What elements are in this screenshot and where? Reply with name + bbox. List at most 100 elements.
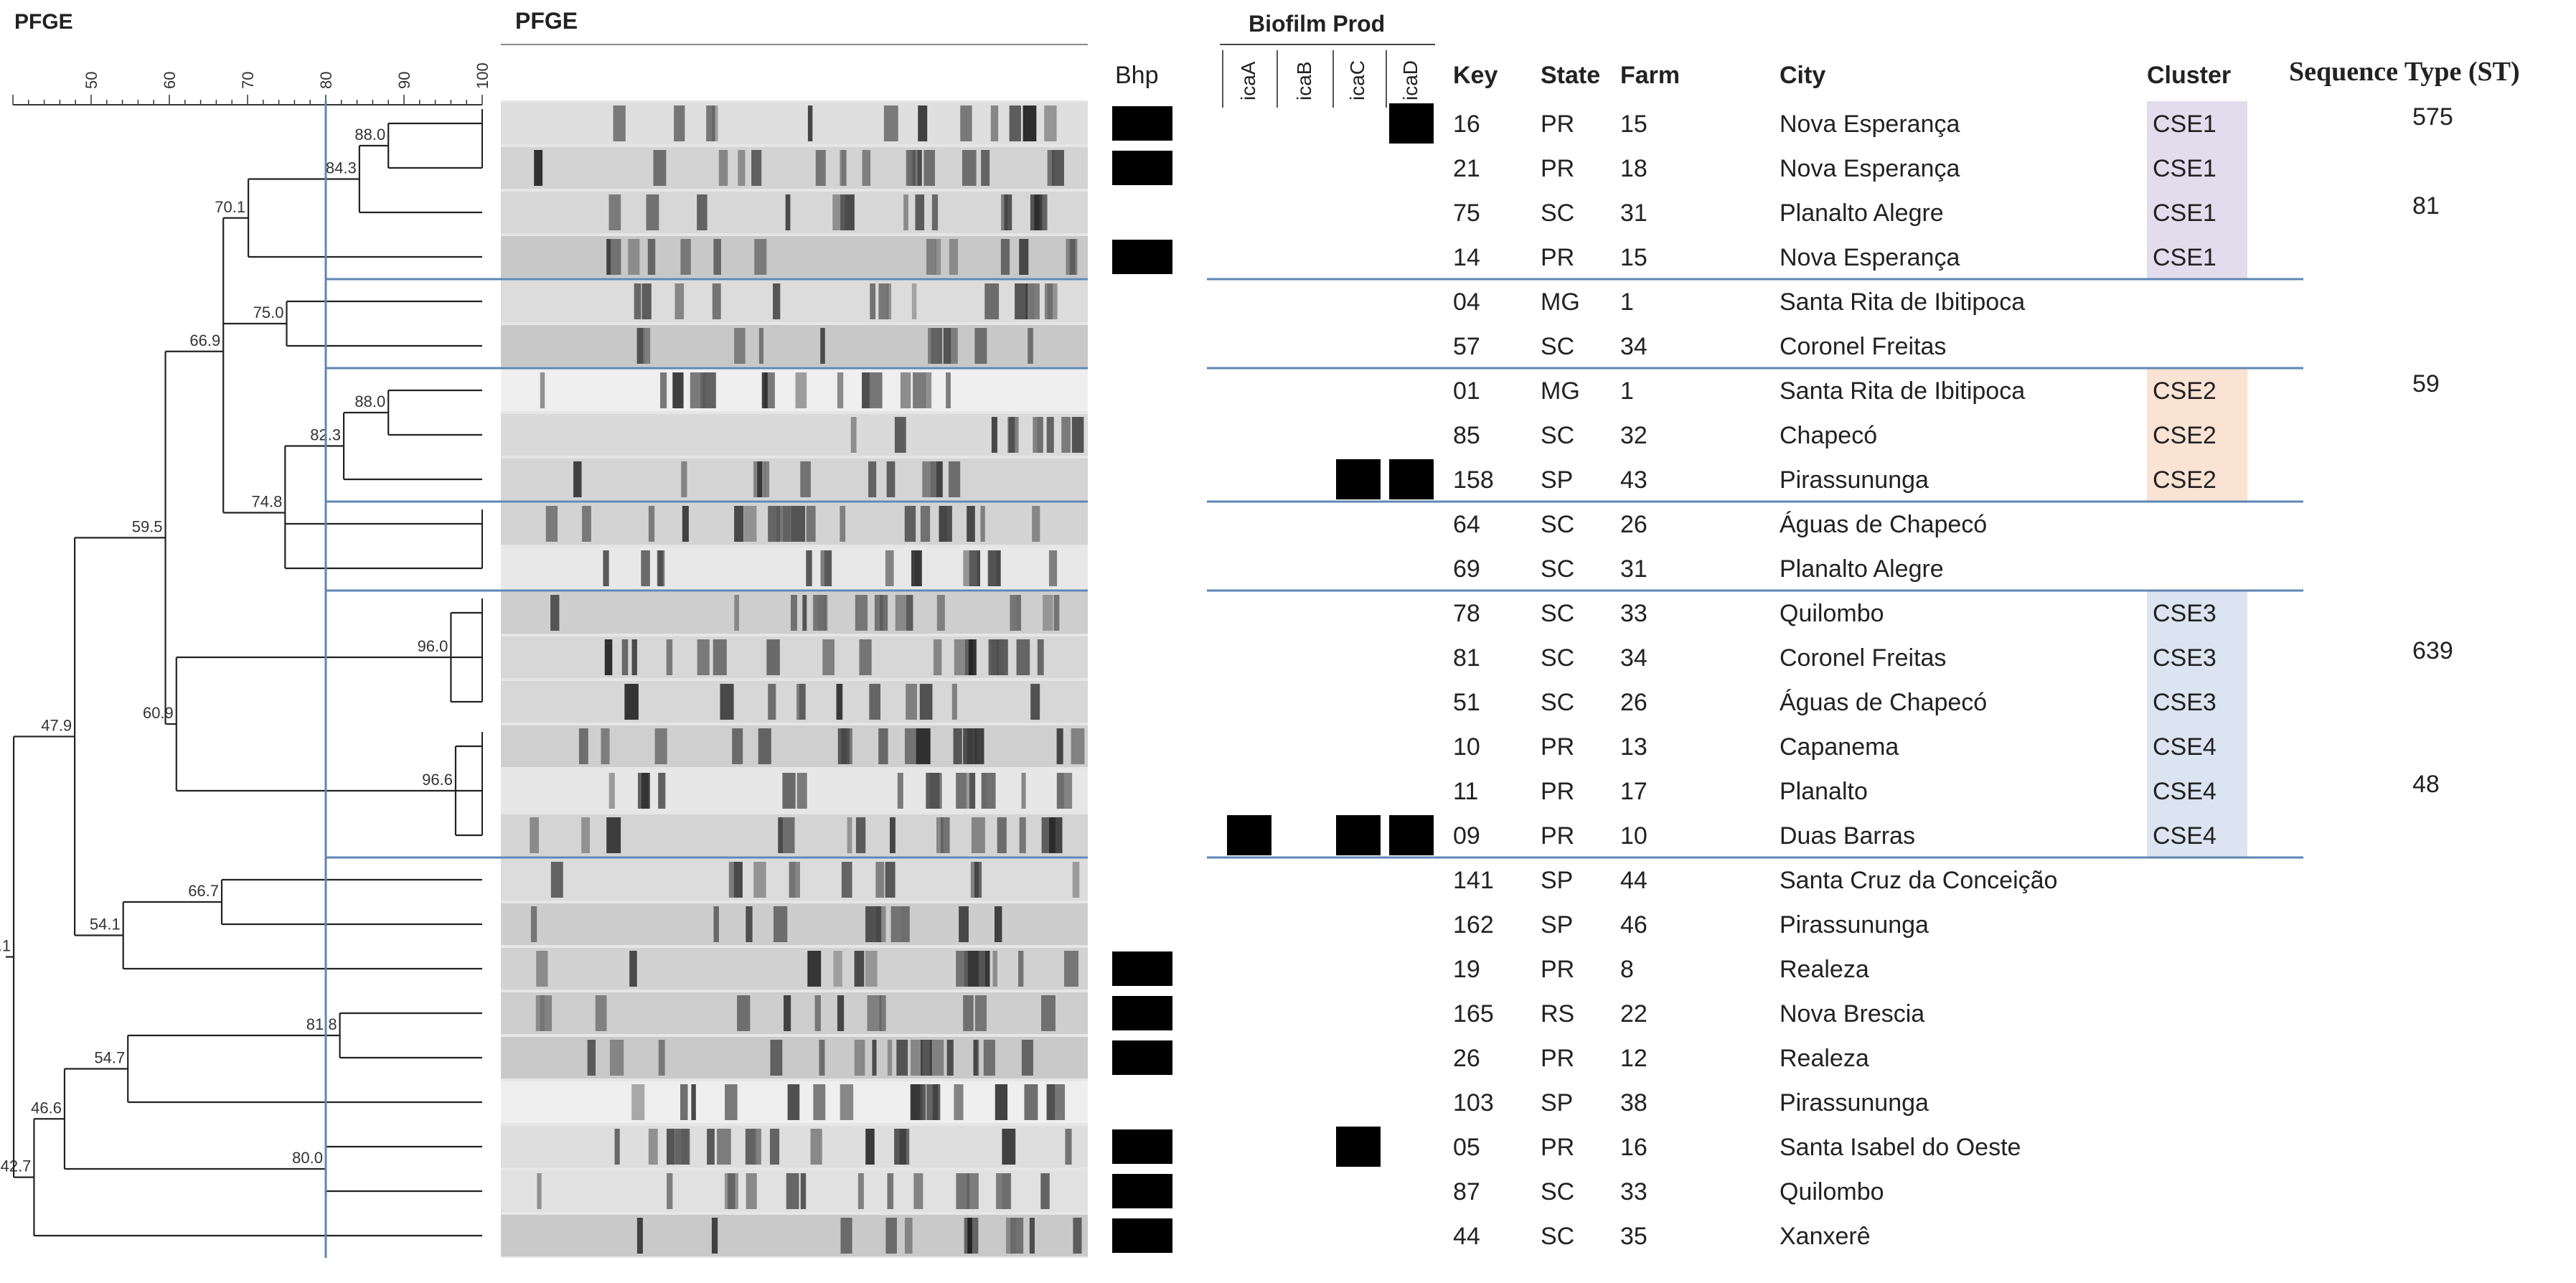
- gel-band: [951, 684, 957, 720]
- isolate-state: PR: [1541, 956, 1574, 983]
- gel-band: [932, 1084, 941, 1120]
- gel-band: [641, 283, 652, 319]
- gel-band: [713, 639, 727, 675]
- gel-band: [885, 862, 896, 898]
- ica-positive-marker: [1336, 1127, 1381, 1167]
- node-similarity-label: 74.8: [251, 493, 282, 511]
- state-header: State: [1541, 62, 1600, 89]
- bhp-positive-marker: [1112, 951, 1172, 986]
- node-similarity-label: 75.0: [253, 304, 284, 321]
- gel-lane: [501, 103, 1088, 144]
- gel-band: [857, 1173, 864, 1209]
- gel-band: [754, 239, 767, 275]
- gel-band: [953, 728, 962, 764]
- gel-band: [608, 773, 615, 809]
- isolate-city: Xanxerê: [1780, 1223, 1871, 1250]
- cluster-shade: [2147, 724, 2247, 769]
- gel-band: [1015, 283, 1028, 319]
- gel-band: [1032, 506, 1040, 542]
- gel-band: [603, 550, 609, 586]
- gel-band: [636, 1218, 643, 1254]
- node-similarity-label: 54.1: [90, 916, 121, 934]
- gel-band: [631, 1084, 645, 1120]
- gel-band: [609, 1040, 624, 1076]
- gel-band: [904, 506, 916, 542]
- gel-band: [624, 684, 639, 720]
- isolate-state: SC: [1541, 644, 1574, 672]
- gel-band: [1061, 773, 1073, 809]
- node-similarity-label: 70.1: [215, 198, 245, 216]
- gel-band: [796, 773, 807, 809]
- gel-band: [601, 728, 610, 764]
- gel-band: [606, 239, 621, 275]
- gel-band: [653, 150, 667, 186]
- gel-band: [992, 951, 997, 987]
- isolate-state: PR: [1541, 822, 1574, 850]
- gel-band: [769, 1129, 780, 1165]
- gel-band: [897, 773, 903, 809]
- isolate-city: Coronel Freitas: [1780, 333, 1946, 360]
- isolate-key: 85: [1453, 422, 1480, 449]
- gel-band: [980, 506, 985, 542]
- biofilm-header: Biofilm Prod: [1249, 11, 1385, 37]
- ica-positive-marker: [1336, 815, 1381, 855]
- ica-positive-marker: [1227, 815, 1271, 855]
- isolate-farm: 22: [1620, 1000, 1647, 1028]
- node-similarity-label: 96.0: [418, 637, 448, 655]
- isolate-state: PR: [1541, 733, 1574, 761]
- gel-band: [1016, 639, 1030, 675]
- gel-lane: [501, 147, 1088, 189]
- gel-band: [822, 639, 835, 675]
- isolate-farm: 38: [1620, 1089, 1647, 1117]
- isolate-state: SC: [1541, 600, 1574, 627]
- gel-band: [550, 862, 563, 898]
- isolate-state: PR: [1541, 244, 1574, 271]
- gel-lane: [501, 681, 1088, 723]
- cluster-shade: [2147, 635, 2247, 680]
- gel-band: [832, 194, 845, 230]
- gel-band: [996, 550, 1002, 586]
- gel-band: [711, 1218, 718, 1254]
- gel-band: [929, 1040, 944, 1076]
- gel-band: [879, 995, 886, 1031]
- gel-band: [1010, 595, 1021, 631]
- gel-band: [1000, 239, 1010, 275]
- isolate-farm: 15: [1620, 244, 1647, 271]
- gel-band: [974, 995, 987, 1031]
- gel-band: [540, 372, 545, 408]
- gel-band: [795, 372, 807, 408]
- isolate-farm: 31: [1620, 199, 1647, 227]
- gel-band: [973, 1040, 978, 1076]
- gel-band: [545, 506, 558, 542]
- gel-band: [943, 328, 951, 364]
- isolate-farm: 34: [1620, 333, 1647, 360]
- gel-band: [939, 506, 948, 542]
- gel-band: [787, 1084, 800, 1120]
- gel-band: [991, 417, 997, 453]
- gel-band: [1063, 951, 1078, 987]
- isolate-sequence-type: 59: [2412, 370, 2440, 398]
- gel-band: [1047, 150, 1055, 186]
- gel-band: [883, 105, 898, 141]
- gel-band: [734, 328, 746, 364]
- gel-band: [969, 773, 976, 809]
- gel-band: [840, 1218, 852, 1254]
- gel-band: [1025, 283, 1040, 319]
- gel-band: [1028, 328, 1033, 364]
- gel-band: [1047, 283, 1058, 319]
- isolate-cluster: CSE4: [2153, 778, 2217, 805]
- cluster-shade: [2147, 769, 2247, 814]
- bhp-positive-marker: [1112, 996, 1172, 1030]
- gel-band: [758, 728, 771, 764]
- gel-band: [807, 951, 822, 987]
- gel-band: [550, 595, 560, 631]
- ica-gene-label: icaC: [1346, 60, 1368, 100]
- gel-band: [968, 639, 977, 675]
- gel-lane: [501, 192, 1088, 233]
- gel-band: [800, 461, 811, 497]
- ica-positive-marker: [1389, 815, 1434, 855]
- gel-band: [628, 239, 640, 275]
- gel-band: [935, 239, 941, 275]
- gel-band: [657, 550, 665, 586]
